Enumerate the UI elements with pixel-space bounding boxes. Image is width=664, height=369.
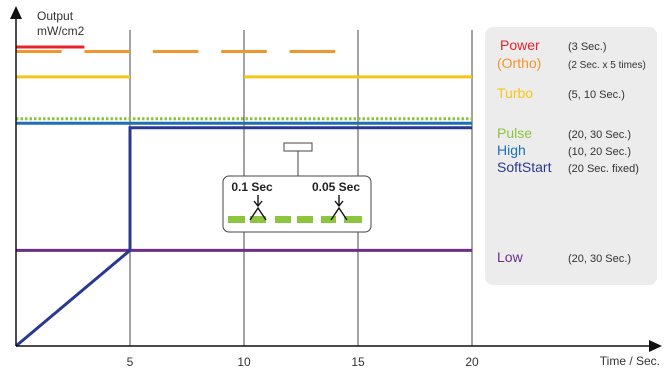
legend-name-high: High	[497, 142, 526, 158]
x-tick-labels: 5 10 15 20	[127, 355, 479, 369]
legend-name-low: Low	[497, 249, 524, 265]
pulse-on-arrow-icon	[249, 195, 267, 221]
pulse-detail-bars	[228, 216, 362, 223]
x-axis-title: Time / Sec.	[600, 354, 660, 368]
pulse-zoom-marker	[283, 142, 313, 152]
legend-desc-ortho: (2 Sec. x 5 times)	[568, 60, 646, 71]
x-tick-label-20: 20	[465, 355, 479, 369]
pulse-on-duration-label: 0.1 Sec	[231, 180, 273, 194]
pulse-detail-bar-6	[344, 216, 362, 223]
legend-name-power: Power	[500, 37, 540, 53]
pulse-detail-bar-1	[228, 216, 245, 223]
legend-desc-high: (10, 20 Sec.)	[568, 146, 631, 158]
x-axis-arrow-icon	[649, 340, 662, 352]
legend-panel	[485, 27, 657, 285]
legend-name-softstart: SoftStart	[497, 159, 552, 175]
legend: Power (3 Sec.) (Ortho) (2 Sec. x 5 times) Tu…	[497, 37, 646, 265]
x-tick-label-5: 5	[127, 355, 134, 369]
legend-desc-low: (20, 30 Sec.)	[568, 253, 631, 265]
legend-name-ortho: (Ortho)	[497, 55, 541, 71]
legend-desc-pulse: (20, 30 Sec.)	[568, 129, 631, 141]
legend-desc-turbo: (5, 10 Sec.)	[568, 89, 625, 101]
series-layer	[15, 45, 472, 348]
pulse-detail-bar-2	[250, 216, 266, 223]
legend-desc-power: (3 Sec.)	[568, 41, 607, 53]
y-axis-title-line2: mW/cm2	[37, 24, 85, 38]
series-line-softstart	[15, 126, 472, 348]
legend-desc-softstart: (20 Sec. fixed)	[568, 163, 639, 175]
x-tick-label-15: 15	[351, 355, 365, 369]
series-softstart	[15, 126, 472, 348]
legend-name-pulse: Pulse	[497, 125, 532, 141]
y-axis-title-line1: Output	[37, 9, 74, 23]
pulse-detail-bar-3	[275, 216, 291, 223]
pulse-detail-bar-5	[321, 216, 336, 223]
pulse-off-duration-label: 0.05 Sec	[312, 180, 360, 194]
legend-name-turbo: Turbo	[497, 85, 533, 101]
y-axis-arrow-icon	[10, 6, 22, 19]
pulse-detail-bar-4	[297, 216, 313, 223]
pulse-off-arrow-icon	[330, 195, 348, 221]
x-tick-label-10: 10	[237, 355, 251, 369]
